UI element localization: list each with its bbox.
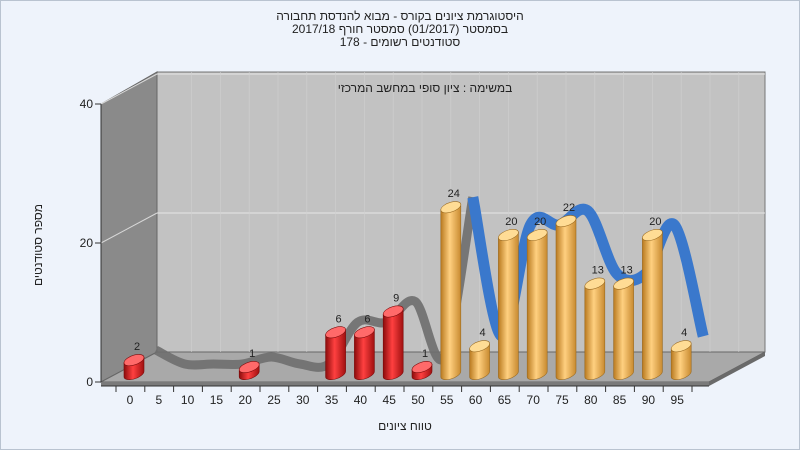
bar-top [670, 340, 692, 353]
x-tick-label: 5 [155, 393, 162, 407]
bar-top [584, 277, 606, 290]
bar-body [584, 280, 606, 380]
bar: 1 [411, 348, 433, 380]
bar-value-label: 2 [134, 341, 140, 353]
bar-value-label: 4 [681, 327, 687, 339]
bar-body [642, 231, 663, 380]
bar-body [354, 329, 375, 380]
x-tick-label: 35 [325, 393, 339, 407]
chart-title: היסטוגרמת ציונים בקורס - מבוא להנדסת תחב… [276, 9, 524, 23]
bar-value-label: 20 [534, 216, 546, 228]
bar-top [325, 326, 346, 339]
bar-body [325, 329, 346, 380]
y-tick-label: 40 [80, 97, 94, 111]
bar-value-label: 13 [592, 265, 604, 277]
x-tick-label: 20 [239, 393, 253, 407]
bar: 24 [440, 188, 462, 380]
y-axis-title: מספר סטודנטים [31, 204, 45, 286]
y-tick-label: 0 [86, 375, 93, 389]
bar-top [382, 305, 404, 318]
bar-top [526, 229, 548, 241]
bar: 20 [498, 216, 519, 380]
bar: 13 [613, 265, 634, 380]
bar-value-label: 24 [448, 188, 460, 200]
bar: 4 [469, 327, 490, 380]
bar-top [238, 361, 260, 374]
x-tick-label: 95 [671, 393, 685, 407]
bar-body [469, 343, 490, 380]
x-tick-label: 80 [584, 393, 598, 407]
x-tick-label: 65 [498, 393, 512, 407]
bar-value-label: 20 [505, 216, 517, 228]
x-tick-label: 70 [527, 393, 541, 407]
bar: 1 [238, 348, 260, 380]
chart-subtitle-1: בסמסטר (01/2017) סמסטר חורף 2017/18 [291, 22, 509, 36]
bar-value-label: 6 [336, 313, 342, 325]
x-tick-label: 75 [555, 393, 569, 407]
x-tick-label: 85 [613, 393, 627, 407]
x-tick-label: 10 [181, 393, 195, 407]
floor-front-edge [101, 382, 709, 386]
x-tick-label: 0 [127, 393, 134, 407]
x-tick-label: 25 [267, 393, 281, 407]
y-tick-label: 20 [80, 236, 94, 250]
bar-body [382, 308, 404, 380]
x-axis-title: טווח ציונים [378, 419, 432, 433]
bar-body [670, 343, 692, 380]
bar-top [642, 229, 663, 241]
bar-body [526, 231, 548, 380]
bar: 2 [123, 341, 145, 380]
chart-titles: היסטוגרמת ציונים בקורס - מבוא להנדסת תחב… [0, 10, 800, 49]
chart-subtitle-2: סטודנטים רשומים - 178 [339, 35, 461, 49]
bar: 4 [670, 327, 692, 380]
bar-value-label: 13 [620, 265, 632, 277]
x-tick-label: 15 [210, 393, 224, 407]
x-tick-label: 50 [411, 393, 425, 407]
bar-value-label: 4 [480, 327, 486, 339]
bar-top [469, 340, 490, 353]
side-wall [100, 71, 158, 383]
bar-value-label: 20 [649, 216, 661, 228]
x-tick-label: 30 [296, 393, 310, 407]
bar-value-label: 1 [249, 348, 255, 360]
bar-top [354, 326, 375, 339]
bar-value-label: 6 [364, 313, 370, 325]
bar-body [498, 231, 519, 380]
bar-body [555, 218, 577, 380]
side-gridline [100, 73, 158, 105]
x-tick-label: 60 [469, 393, 483, 407]
bar-body [613, 280, 634, 380]
chart-annotation: במשימה : ציון סופי במחשב המרכזי [338, 81, 513, 95]
bar: 22 [555, 202, 577, 380]
bar-top [123, 354, 145, 367]
bar-value-label: 1 [422, 348, 428, 360]
x-tick-label: 55 [440, 393, 454, 407]
bar: 9 [382, 292, 404, 380]
bar-top [498, 229, 519, 241]
bar-top [440, 201, 462, 214]
side-gridline [100, 212, 158, 244]
bar: 6 [354, 313, 375, 380]
bar-top [613, 277, 634, 290]
x-tick-label: 90 [642, 393, 656, 407]
x-tick-label: 45 [383, 393, 397, 407]
floor-right-edge [709, 352, 765, 386]
bar-top [411, 361, 433, 374]
bar-top [555, 215, 577, 228]
bar: 13 [584, 265, 606, 380]
bar-value-label: 22 [563, 202, 575, 214]
bar: 6 [325, 313, 346, 380]
bar: 20 [642, 216, 663, 380]
x-tick-label: 40 [354, 393, 368, 407]
bar: 20 [526, 216, 548, 380]
bar-value-label: 9 [393, 292, 399, 304]
bar-body [440, 204, 462, 380]
